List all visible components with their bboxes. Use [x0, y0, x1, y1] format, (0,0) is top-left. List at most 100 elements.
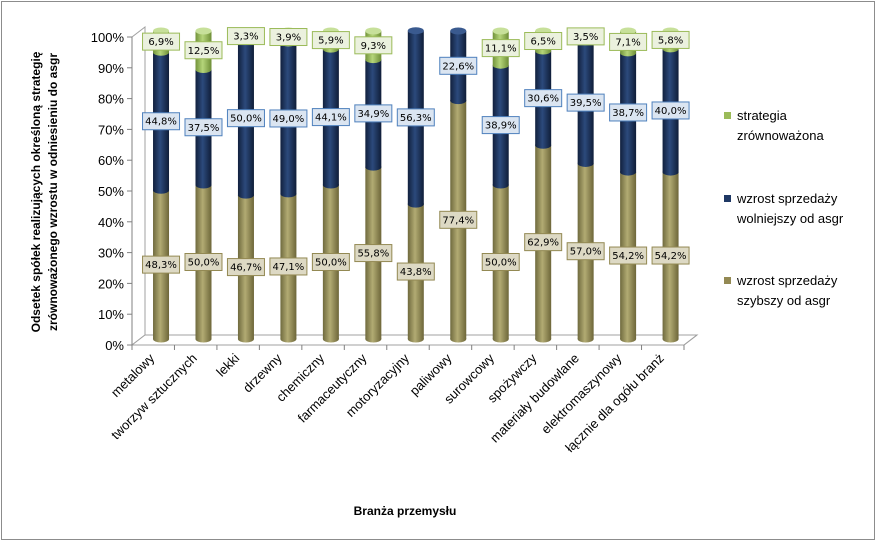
- data-label-box: [481, 253, 520, 271]
- bar-segment-base: [450, 97, 467, 105]
- data-label: 34,9%: [357, 109, 389, 120]
- bar-segment-base: [662, 335, 679, 343]
- y-tick-label: 40%: [98, 215, 124, 230]
- data-label: 77,4%: [442, 215, 474, 226]
- data-label-box: [651, 30, 690, 49]
- bar-segment-base: [620, 168, 637, 176]
- data-label-box: [439, 210, 478, 229]
- y-tick-label: 80%: [98, 92, 124, 107]
- data-label: 44,1%: [315, 113, 347, 124]
- bar-segment-base: [577, 159, 594, 167]
- bar-segment-base: [153, 186, 170, 194]
- data-label-box: [524, 32, 563, 51]
- legend-swatch: [724, 112, 731, 119]
- legend-label: zrównoważona: [737, 128, 824, 143]
- bar-top-cap: [492, 27, 509, 35]
- data-label-box: [311, 253, 350, 271]
- data-label-box: [354, 104, 393, 123]
- data-label: 44,8%: [145, 117, 177, 128]
- data-label-box: [396, 108, 435, 127]
- y-tick-label: 0%: [105, 338, 124, 353]
- bar-segment-base: [577, 335, 594, 343]
- data-label-box: [524, 89, 563, 108]
- data-label: 3,9%: [276, 33, 301, 44]
- bar-segment-base: [492, 181, 509, 189]
- data-label: 6,9%: [148, 37, 173, 48]
- data-label: 37,5%: [188, 123, 220, 134]
- data-label-box: [311, 108, 350, 127]
- data-label: 7,1%: [615, 37, 640, 48]
- bar-segment-base: [492, 335, 509, 343]
- bar-segment-base: [365, 163, 382, 171]
- data-label-box: [269, 109, 308, 128]
- legend-label: wzrost sprzedaży: [736, 273, 838, 288]
- bar-segment-base: [322, 181, 339, 189]
- data-label: 43,8%: [400, 267, 432, 278]
- data-label: 11,1%: [485, 44, 517, 55]
- y-tick-label: 100%: [91, 30, 125, 45]
- axis-titles: Branża przemysłu Odsetek spółek realizują…: [29, 51, 456, 518]
- bar-segment-base: [620, 49, 637, 57]
- data-label: 55,8%: [357, 249, 389, 260]
- bars: [153, 27, 679, 343]
- bar-segment-base: [237, 335, 254, 343]
- data-label-box: [396, 262, 435, 281]
- bar-segment-base: [153, 335, 170, 343]
- y-axis-title-line-2: zrównoważonego wzrostu w odniesieniu do …: [46, 53, 60, 331]
- bar-segment-base: [195, 181, 212, 189]
- data-labels: 48,3% 44,8% 6,9% 50,0% 37,5% 12,5% 46,7% 50,0% 3…: [142, 27, 690, 281]
- bar-segment-base: [237, 191, 254, 199]
- side-wall: [131, 25, 146, 347]
- data-label-box: [354, 244, 393, 263]
- data-label-box: [481, 39, 520, 58]
- data-label: 50,0%: [485, 258, 517, 269]
- data-label: 30,6%: [527, 94, 559, 105]
- y-tick-label: 20%: [98, 276, 124, 291]
- data-label: 3,3%: [233, 32, 258, 43]
- data-label: 5,9%: [318, 36, 343, 47]
- bar-segment-base: [280, 335, 297, 343]
- data-label: 50,0%: [315, 258, 347, 269]
- data-label-box: [651, 246, 690, 265]
- data-label: 48,3%: [145, 260, 177, 271]
- y-tick-label: 10%: [98, 307, 124, 322]
- data-label: 40,0%: [655, 106, 687, 117]
- bar-top-cap: [407, 27, 424, 35]
- data-label-box: [226, 258, 265, 277]
- bar-segment-base: [195, 335, 212, 343]
- bar-top-cap: [620, 27, 637, 35]
- data-label: 3,5%: [573, 32, 598, 43]
- legend-label: wzrost sprzedaży: [736, 191, 838, 206]
- x-axis-title: Branża przemysłu: [354, 504, 457, 518]
- bar-segment-base: [450, 335, 467, 343]
- bar-segment-base: [195, 66, 212, 73]
- data-label-box: [184, 41, 223, 60]
- data-label-box: [184, 253, 223, 271]
- data-label-box: [269, 257, 308, 276]
- data-label: 6,5%: [530, 37, 555, 48]
- legend-label: strategia: [737, 108, 788, 123]
- data-label-box: [609, 103, 648, 122]
- data-label: 38,7%: [612, 108, 644, 119]
- data-label-box: [566, 93, 605, 112]
- data-label: 50,0%: [230, 114, 262, 125]
- data-label: 62,9%: [527, 238, 559, 249]
- category-label: elektromaszynowy: [538, 350, 625, 437]
- data-label: 39,5%: [570, 98, 602, 109]
- data-label-box: [354, 36, 393, 55]
- legend-swatch: [724, 195, 731, 202]
- y-tick-label: 50%: [98, 184, 124, 199]
- data-label: 38,9%: [485, 121, 517, 132]
- data-label-box: [184, 118, 223, 137]
- data-label: 9,3%: [361, 41, 386, 52]
- data-label-box: [269, 28, 308, 47]
- axes: 0% 10% 20% 30% 40% 50% 60% 70% 80% 90% 100%: [91, 25, 699, 353]
- legend-label: wolniejszy od asgr: [736, 211, 844, 226]
- bar-segment-base: [620, 335, 637, 343]
- data-label-box: [439, 56, 478, 75]
- legend: strategia zrównoważona wzrost sprzedaży wol…: [724, 108, 844, 308]
- bar-segment-base: [322, 335, 339, 343]
- data-label-box: [311, 31, 350, 50]
- bar-segment-base: [535, 335, 552, 343]
